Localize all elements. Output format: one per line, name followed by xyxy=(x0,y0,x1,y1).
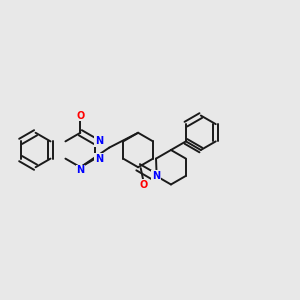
Text: O: O xyxy=(76,111,85,121)
Text: O: O xyxy=(139,180,147,190)
Text: N: N xyxy=(95,154,103,164)
Text: N: N xyxy=(76,165,84,175)
Text: N: N xyxy=(152,171,160,181)
Text: N: N xyxy=(95,136,103,146)
